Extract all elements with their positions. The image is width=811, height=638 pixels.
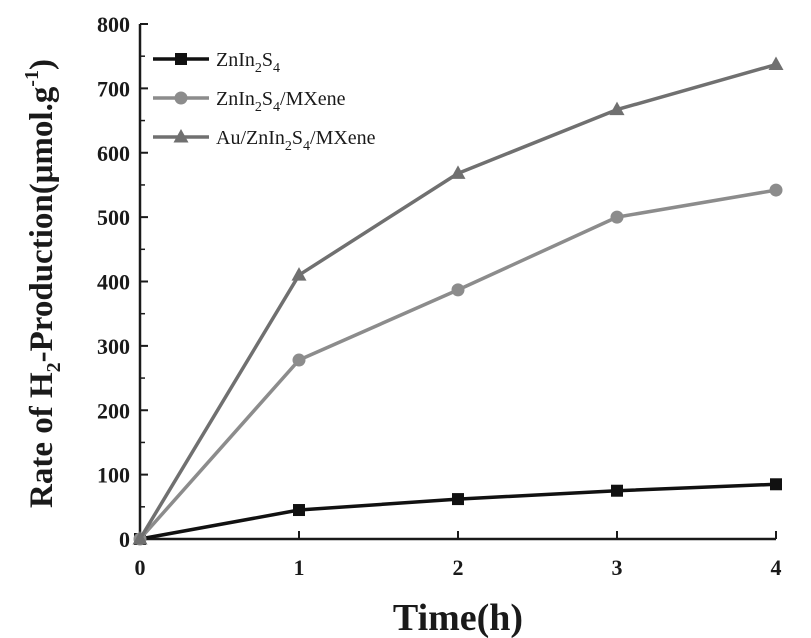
y-tick-label: 200: [97, 398, 130, 423]
data-point: [611, 484, 623, 497]
data-point: [132, 531, 148, 545]
x-tick-label: 2: [453, 555, 464, 580]
x-tick-label: 4: [771, 555, 782, 580]
data-point: [291, 267, 307, 281]
data-point: [610, 210, 624, 224]
legend-item: ZnIn2​S4​: [153, 49, 280, 76]
legend-item: ZnIn2​S4​/MXene: [153, 88, 346, 115]
y-tick-label: 800: [97, 12, 130, 37]
x-tick-label: 0: [135, 555, 146, 580]
y-tick-label: 500: [97, 205, 130, 230]
legend-marker: [174, 91, 188, 105]
y-tick-label: 0: [119, 527, 130, 552]
legend: ZnIn2​S4​ ZnIn2​S4​/MXene Au/ZnIn2​S4​/MXe…: [153, 49, 376, 154]
y-axis-title: Rate of H2-Production(μmol.g-1): [21, 59, 65, 508]
y-tick-label: 400: [97, 270, 130, 295]
legend-label: ZnIn2​S4​/MXene: [216, 88, 346, 115]
y-tick-label: 300: [97, 334, 130, 359]
data-series: [132, 56, 784, 546]
legend-marker: [173, 129, 189, 143]
x-axis-title: Time(h): [393, 597, 523, 638]
x-tick-label: 3: [612, 555, 623, 580]
data-point: [292, 353, 306, 367]
data-point: [293, 504, 305, 517]
data-point: [770, 478, 782, 491]
data-point: [769, 183, 783, 197]
series-2: [133, 183, 783, 546]
legend-label: Au/ZnIn2​S4​/MXene: [216, 127, 376, 154]
y-tick-label: 600: [97, 141, 130, 166]
legend-item: Au/ZnIn2​S4​/MXene: [153, 127, 376, 154]
data-point: [609, 101, 625, 116]
series-3: [132, 56, 784, 545]
legend-marker: [175, 53, 187, 65]
axis-ticks: 0 1 2 3 4 0 100 200 300 400 500 600 700 800: [97, 12, 782, 580]
x-tick-label: 1: [294, 555, 305, 580]
data-point: [450, 165, 466, 179]
y-tick-label: 100: [97, 463, 130, 488]
series-line: [139, 482, 777, 541]
y-tick-label: 700: [97, 76, 130, 101]
legend-label: ZnIn2​S4​: [216, 49, 280, 76]
data-point: [768, 56, 784, 71]
data-point: [452, 493, 464, 506]
data-point: [451, 283, 465, 297]
